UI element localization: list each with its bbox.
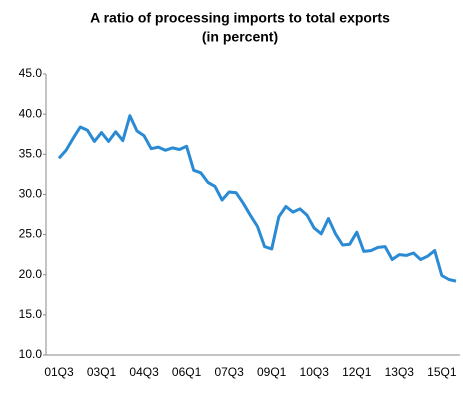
y-tick-label: 45.0 xyxy=(19,66,43,80)
y-tick-label: 35.0 xyxy=(19,146,43,160)
x-tick-label: 12Q1 xyxy=(342,365,372,379)
x-tick-label: 01Q3 xyxy=(44,365,74,379)
chart-subtitle: (in percent) xyxy=(202,29,278,45)
x-tick-label: 03Q1 xyxy=(87,365,117,379)
y-tick-label: 40.0 xyxy=(19,106,43,120)
x-tick-label: 06Q1 xyxy=(172,365,202,379)
chart-title: A ratio of processing imports to total e… xyxy=(90,10,390,26)
x-tick-label: 13Q3 xyxy=(385,365,415,379)
x-tick-label: 10Q3 xyxy=(300,365,330,379)
x-tick-label: 07Q3 xyxy=(214,365,244,379)
line-series xyxy=(57,114,457,283)
y-tick-label: 25.0 xyxy=(19,227,43,241)
x-tick-label: 04Q3 xyxy=(129,365,159,379)
x-tick-label: 09Q1 xyxy=(257,365,287,379)
y-tick-label: 20.0 xyxy=(19,267,43,281)
y-tick-label: 15.0 xyxy=(19,307,43,321)
x-tick-label: 15Q1 xyxy=(427,365,457,379)
y-tick-label: 30.0 xyxy=(19,187,43,201)
y-tick-label: 10.0 xyxy=(19,347,43,361)
